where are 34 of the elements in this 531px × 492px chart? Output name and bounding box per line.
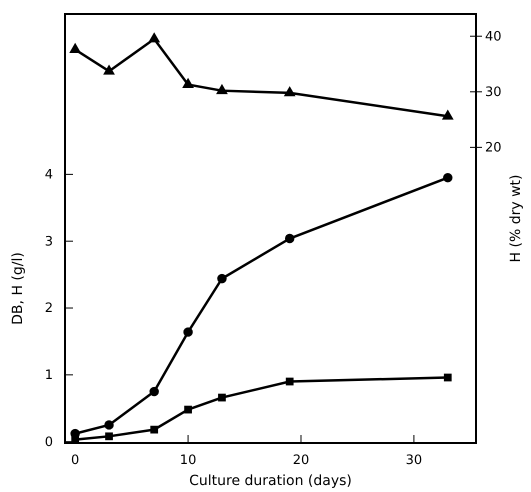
point bbox=[104, 420, 114, 430]
point bbox=[284, 86, 296, 96]
y-tick-label: 4 bbox=[44, 168, 53, 183]
x-tick-label: 0 bbox=[71, 453, 80, 468]
y-tick-label: 0 bbox=[44, 434, 53, 450]
point bbox=[103, 64, 115, 75]
point bbox=[69, 42, 82, 53]
y2-tick-label: 30 bbox=[485, 84, 502, 100]
point bbox=[182, 78, 194, 88]
point bbox=[444, 374, 452, 382]
point bbox=[443, 173, 452, 182]
y-tick-label: 3 bbox=[44, 234, 53, 250]
point bbox=[442, 109, 454, 120]
x-tick-label: 20 bbox=[292, 453, 310, 468]
x-tick-label: 30 bbox=[406, 453, 422, 468]
point bbox=[218, 394, 226, 402]
x-tick-label: 10 bbox=[180, 453, 196, 468]
y2-tick-label: 40 bbox=[485, 29, 502, 44]
y2-tick-label: 20 bbox=[485, 140, 502, 156]
point bbox=[217, 274, 227, 284]
y-tick-label: 2 bbox=[44, 301, 53, 316]
y-tick-label: 1 bbox=[44, 368, 53, 383]
point bbox=[184, 406, 192, 414]
x-axis-title: Culture duration (days) bbox=[189, 473, 352, 489]
point bbox=[183, 327, 193, 337]
point bbox=[150, 426, 158, 434]
point bbox=[148, 32, 160, 42]
point bbox=[216, 84, 228, 94]
point bbox=[149, 386, 159, 396]
y-axis-title: DB, H (g/l) bbox=[10, 252, 26, 325]
point bbox=[284, 234, 294, 244]
point bbox=[286, 378, 294, 386]
point bbox=[105, 432, 113, 440]
y2-axis-title: H (% dry wt) bbox=[508, 174, 524, 262]
